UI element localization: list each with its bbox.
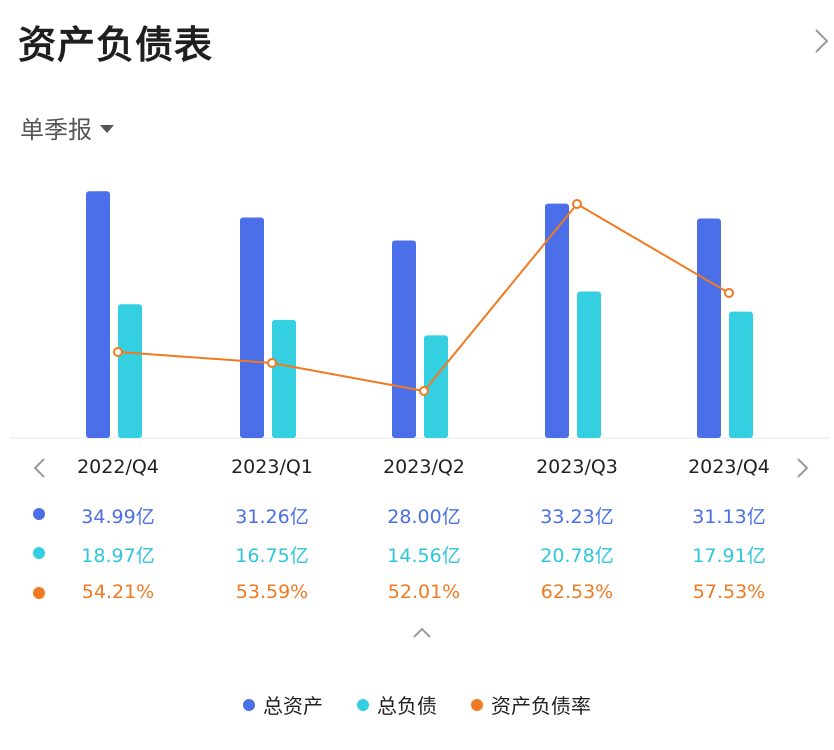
debt-ratio-value: 52.01% — [387, 581, 461, 603]
total-assets-dot — [33, 508, 45, 520]
legend-item-total-liabilities[interactable]: 总负债 — [357, 690, 437, 719]
bar-total-liabilities — [424, 335, 448, 438]
debt-ratio-value: 53.59% — [235, 581, 309, 603]
point-debt-ratio — [267, 358, 277, 368]
point-debt-ratio — [113, 347, 123, 357]
bar-total-assets — [697, 218, 721, 438]
bar-total-liabilities — [118, 304, 142, 438]
bar-total-liabilities — [729, 311, 753, 438]
legend-label: 资产负债率 — [491, 694, 591, 718]
x-tick-label: 2022/Q4 — [77, 456, 159, 478]
bar-total-liabilities — [577, 291, 601, 438]
chevron-left-icon[interactable] — [28, 454, 52, 482]
total-assets-value: 31.13亿 — [692, 506, 766, 528]
line-debt-ratio — [117, 202, 730, 393]
total-assets-value: 33.23亿 — [540, 506, 614, 528]
point-debt-ratio — [572, 199, 582, 209]
legend-label: 总资产 — [263, 694, 323, 718]
total-liabilities-value: 20.78亿 — [540, 545, 614, 567]
total-assets-value: 31.26亿 — [235, 506, 309, 528]
chevron-right-icon[interactable] — [790, 454, 814, 482]
page-title: 资产负债表 — [18, 23, 214, 67]
debt-ratio-value: 54.21% — [81, 581, 155, 603]
x-tick-label: 2023/Q3 — [536, 456, 618, 478]
bar-total-liabilities — [272, 319, 296, 438]
point-debt-ratio — [419, 386, 429, 396]
total-liabilities-value: 16.75亿 — [235, 545, 309, 567]
legend-dot — [471, 698, 483, 711]
total-liabilities-value: 18.97亿 — [81, 545, 155, 567]
x-tick-label: 2023/Q4 — [688, 456, 770, 478]
debt-ratio-value: 62.53% — [540, 581, 614, 603]
caret-down-icon — [100, 124, 114, 133]
legend-item-debt-ratio[interactable]: 资产负债率 — [471, 690, 591, 719]
debt-ratio-dot — [33, 587, 45, 599]
total-liabilities-value: 17.91亿 — [692, 545, 766, 567]
period-label: 单季报 — [20, 116, 92, 144]
bar-total-assets — [545, 203, 569, 438]
legend-label: 总负债 — [377, 694, 437, 718]
x-tick-label: 2023/Q2 — [383, 456, 465, 478]
legend-dot — [243, 698, 255, 711]
bar-total-assets — [240, 217, 264, 438]
chart-legend: 总资产 总负债 资产负债率 — [0, 690, 834, 719]
bar-total-assets — [86, 191, 110, 438]
point-debt-ratio — [724, 288, 734, 298]
chevron-up-icon[interactable] — [411, 626, 433, 640]
x-tick-label: 2023/Q1 — [231, 456, 313, 478]
total-assets-value: 34.99亿 — [81, 506, 155, 528]
total-liabilities-value: 14.56亿 — [387, 545, 461, 567]
chevron-right-icon[interactable] — [812, 26, 832, 56]
debt-ratio-value: 57.53% — [692, 581, 766, 603]
legend-dot — [357, 698, 369, 711]
total-assets-value: 28.00亿 — [387, 506, 461, 528]
legend-item-total-assets[interactable]: 总资产 — [243, 690, 323, 719]
total-liabilities-dot — [33, 547, 45, 559]
period-dropdown[interactable]: 单季报 — [20, 110, 114, 145]
bar-total-assets — [392, 240, 416, 438]
balance-sheet-chart — [10, 191, 830, 439]
